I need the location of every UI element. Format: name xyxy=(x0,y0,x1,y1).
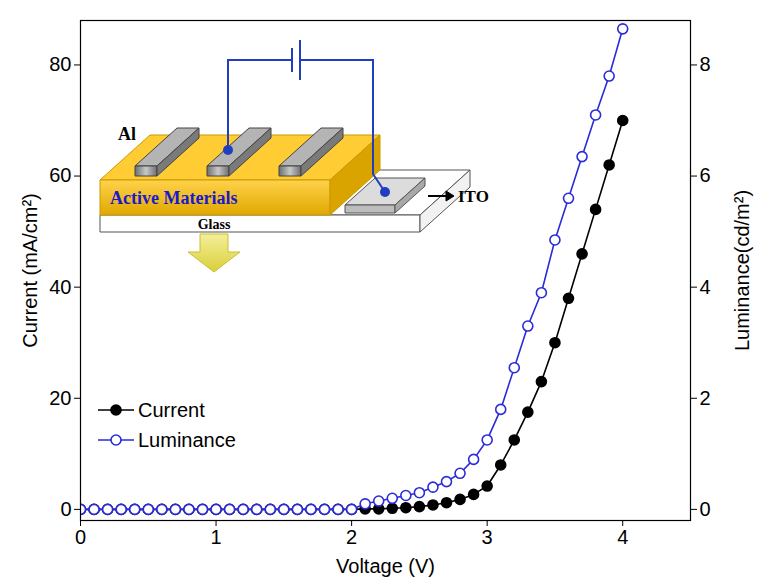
svg-text:6: 6 xyxy=(700,164,711,186)
svg-text:Luminance: Luminance xyxy=(138,429,236,451)
svg-text:Al: Al xyxy=(118,124,136,144)
svg-text:60: 60 xyxy=(49,164,71,186)
svg-text:2: 2 xyxy=(700,387,711,409)
svg-text:Current: Current xyxy=(138,399,205,421)
svg-text:Glass: Glass xyxy=(198,217,231,232)
svg-text:3: 3 xyxy=(482,526,493,548)
svg-text:Active Materials: Active Materials xyxy=(110,188,237,208)
svg-text:Current (mA/cm²): Current (mA/cm²) xyxy=(19,193,41,347)
svg-text:1: 1 xyxy=(210,526,221,548)
svg-text:0: 0 xyxy=(75,526,86,548)
svg-text:2: 2 xyxy=(346,526,357,548)
svg-text:0: 0 xyxy=(60,498,71,520)
svg-text:0: 0 xyxy=(700,498,711,520)
svg-text:40: 40 xyxy=(49,276,71,298)
svg-text:Voltage (V): Voltage (V) xyxy=(336,555,435,577)
svg-text:4: 4 xyxy=(700,276,711,298)
svg-text:8: 8 xyxy=(700,53,711,75)
svg-text:4: 4 xyxy=(617,526,628,548)
svg-text:Luminance(cd/m²): Luminance(cd/m²) xyxy=(731,190,753,351)
svg-text:80: 80 xyxy=(49,53,71,75)
svg-text:20: 20 xyxy=(49,387,71,409)
svg-text:ITO: ITO xyxy=(458,187,489,206)
